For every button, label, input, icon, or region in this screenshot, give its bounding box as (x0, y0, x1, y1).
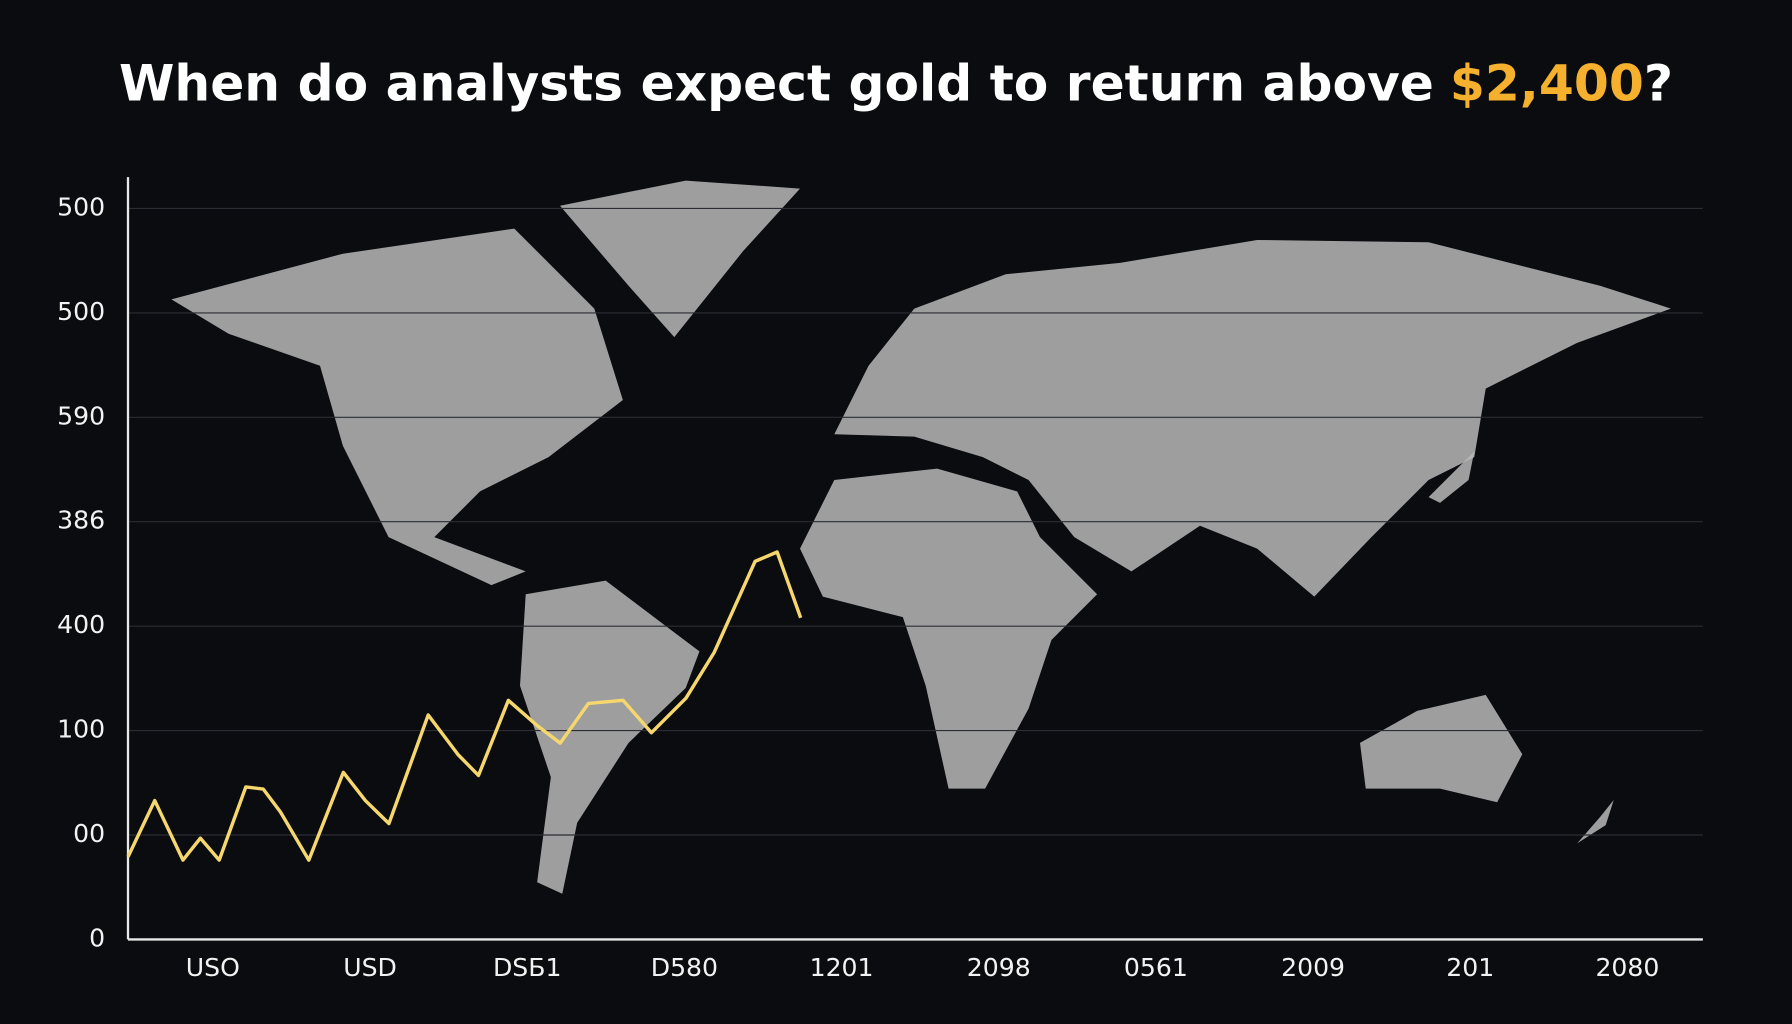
y-tick-label: 00 (73, 819, 105, 848)
x-tick-label: 2098 (967, 953, 1031, 982)
y-tick-label: 590 (57, 401, 105, 430)
japan (1428, 451, 1475, 503)
australia (1360, 694, 1523, 803)
south-america (520, 580, 700, 894)
chart-title: When do analysts expect gold to return a… (119, 54, 1673, 113)
title-highlight: $2,400 (1450, 54, 1644, 113)
y-tick-label: 500 (57, 192, 105, 221)
world-map (171, 180, 1671, 894)
greenland (560, 180, 800, 338)
y-tick-label: 500 (57, 297, 105, 326)
x-tick-label: D580 (651, 953, 718, 982)
x-tick-label: 0561 (1124, 953, 1188, 982)
x-tick-label: 2080 (1595, 953, 1659, 982)
x-tick-label: 201 (1446, 953, 1494, 982)
y-tick-label: 400 (57, 610, 105, 639)
x-tick-label: 2009 (1281, 953, 1345, 982)
title-text: When do analysts expect gold to return a… (119, 54, 1434, 113)
y-tick-label: 100 (57, 715, 105, 744)
new-zealand (1577, 800, 1614, 844)
eurasia (834, 240, 1671, 597)
x-tick-label: DSБ1 (493, 953, 562, 982)
x-tick-label: 1201 (810, 953, 874, 982)
y-tick-label: 0 (89, 923, 105, 952)
africa (800, 468, 1098, 789)
north-america (171, 228, 623, 586)
price-line (126, 550, 803, 862)
x-tick-label: USO (186, 953, 240, 982)
title-end: ? (1644, 54, 1673, 113)
y-tick-label: 386 (57, 506, 105, 535)
x-tick-label: USD (343, 953, 397, 982)
